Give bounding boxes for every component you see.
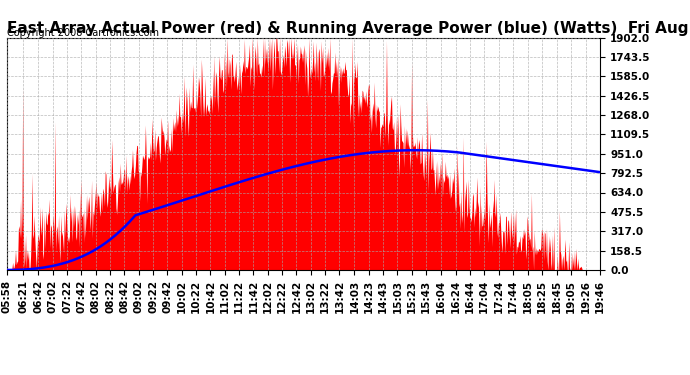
Text: East Array Actual Power (red) & Running Average Power (blue) (Watts)  Fri Aug 15: East Array Actual Power (red) & Running …: [7, 21, 690, 36]
Text: Copyright 2008 Cartronics.com: Copyright 2008 Cartronics.com: [7, 27, 159, 38]
